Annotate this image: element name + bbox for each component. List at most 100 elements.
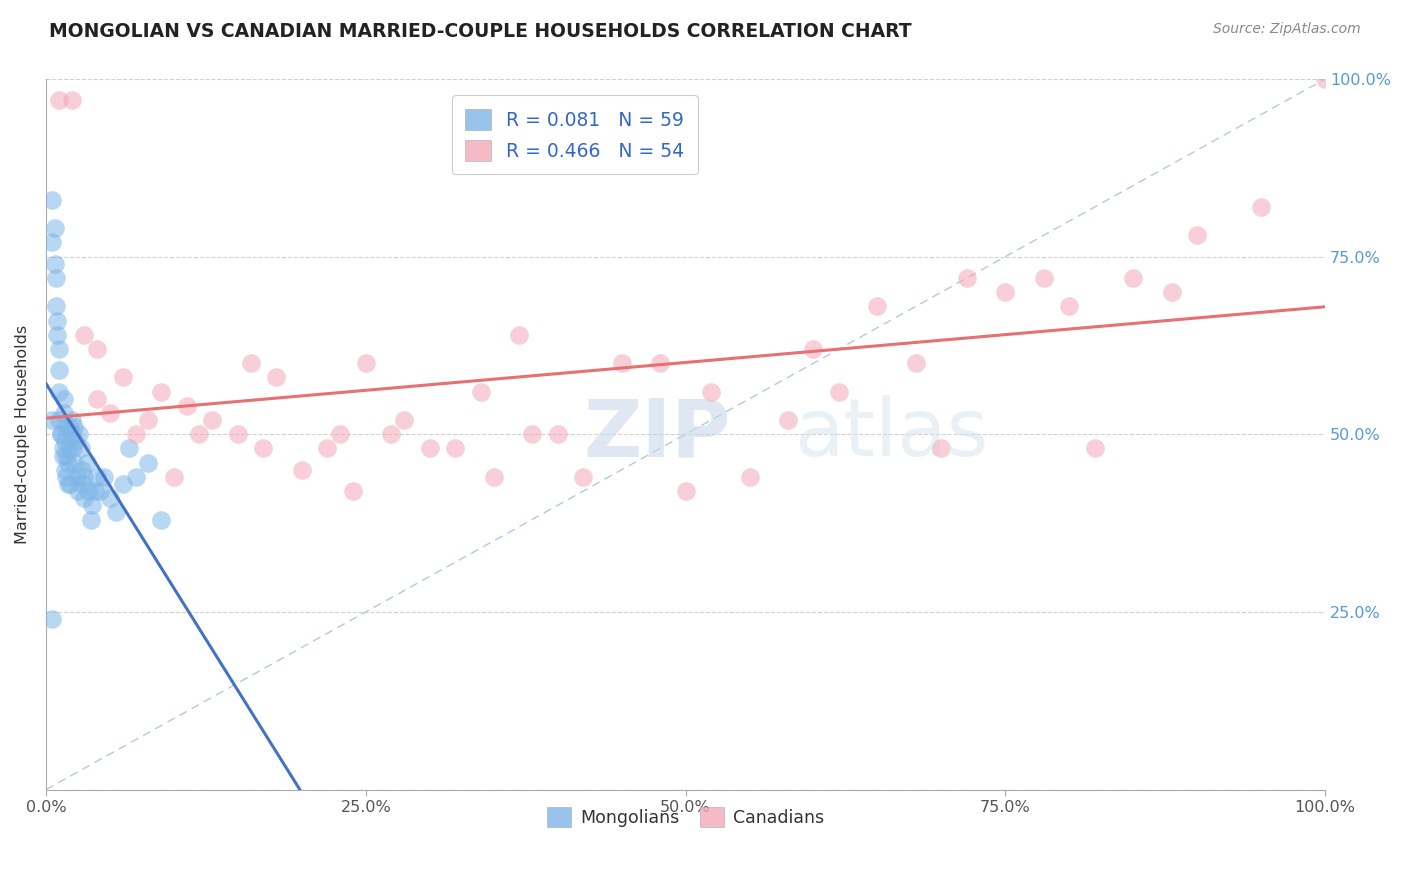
Point (866, 299, 889, 313)
Point (59, 477, 82, 491)
Point (136, 413, 159, 427)
Point (264, 370, 287, 384)
Point (69, 442, 91, 456)
Point (53, 463, 76, 477)
Point (828, 384, 851, 399)
Point (44, 221, 66, 235)
Point (1250, 200, 1272, 214)
Point (776, 413, 799, 427)
Point (1122, 271, 1144, 285)
Point (41, 413, 63, 427)
Point (51, 427, 73, 442)
Legend: Mongolians, Canadians: Mongolians, Canadians (540, 800, 831, 834)
Point (41, 612, 63, 626)
Point (46, 313, 69, 327)
Point (342, 484, 364, 499)
Point (572, 470, 595, 484)
Point (52, 392, 75, 406)
Point (994, 285, 1017, 300)
Point (470, 384, 492, 399)
Point (150, 384, 173, 399)
Point (80, 512, 103, 526)
Point (136, 456, 159, 470)
Point (118, 442, 141, 456)
Point (329, 427, 352, 442)
Point (60, 413, 83, 427)
Point (547, 427, 569, 442)
Point (176, 399, 198, 413)
Text: MONGOLIAN VS CANADIAN MARRIED-COUPLE HOUSEHOLDS CORRELATION CHART: MONGOLIAN VS CANADIAN MARRIED-COUPLE HOU… (49, 22, 912, 41)
Point (60, 93, 83, 107)
Point (354, 356, 377, 370)
Point (956, 271, 979, 285)
Point (41, 193, 63, 207)
Point (53, 420, 76, 434)
Point (239, 356, 262, 370)
Point (93, 470, 115, 484)
Point (63, 420, 86, 434)
Point (86, 470, 108, 484)
Point (648, 356, 671, 370)
Point (48, 363, 70, 377)
Text: ZIP: ZIP (583, 395, 731, 474)
Point (72, 477, 94, 491)
Point (1032, 271, 1054, 285)
Point (48, 384, 70, 399)
Point (66, 470, 89, 484)
Text: Source: ZipAtlas.com: Source: ZipAtlas.com (1213, 22, 1361, 37)
Point (86, 342, 108, 356)
Point (89, 484, 111, 499)
Point (105, 505, 128, 519)
Point (316, 442, 339, 456)
Point (67, 427, 90, 442)
Text: atlas: atlas (794, 395, 988, 474)
Point (1313, 72, 1336, 87)
Point (508, 327, 530, 342)
Point (482, 470, 505, 484)
Point (55, 449, 77, 463)
Point (52, 449, 75, 463)
Point (1059, 299, 1081, 313)
Point (45, 299, 67, 313)
Point (77, 484, 100, 499)
Point (610, 356, 633, 370)
Point (150, 512, 173, 526)
Point (226, 427, 249, 442)
Point (73, 491, 96, 506)
Point (73, 327, 96, 342)
Point (62, 442, 84, 456)
Point (83, 484, 105, 499)
Point (56, 477, 79, 491)
Point (65, 434, 87, 449)
Point (1187, 228, 1209, 243)
Point (1084, 442, 1107, 456)
Point (188, 427, 211, 442)
Point (45, 271, 67, 285)
Point (931, 442, 953, 456)
Point (392, 413, 415, 427)
Point (904, 356, 927, 370)
Point (52, 406, 75, 420)
Point (201, 413, 224, 427)
Point (41, 235, 63, 250)
Point (53, 434, 76, 449)
Point (58, 420, 80, 434)
Point (66, 484, 89, 499)
Point (520, 427, 543, 442)
Point (98, 491, 121, 506)
Point (252, 442, 274, 456)
Y-axis label: Married-couple Households: Married-couple Households (15, 325, 30, 544)
Point (70, 463, 93, 477)
Point (291, 463, 314, 477)
Point (163, 470, 186, 484)
Point (380, 427, 402, 442)
Point (111, 370, 134, 384)
Point (1160, 285, 1182, 300)
Point (738, 470, 761, 484)
Point (124, 470, 146, 484)
Point (86, 392, 108, 406)
Point (73, 470, 96, 484)
Point (63, 456, 86, 470)
Point (48, 93, 70, 107)
Point (51, 427, 73, 442)
